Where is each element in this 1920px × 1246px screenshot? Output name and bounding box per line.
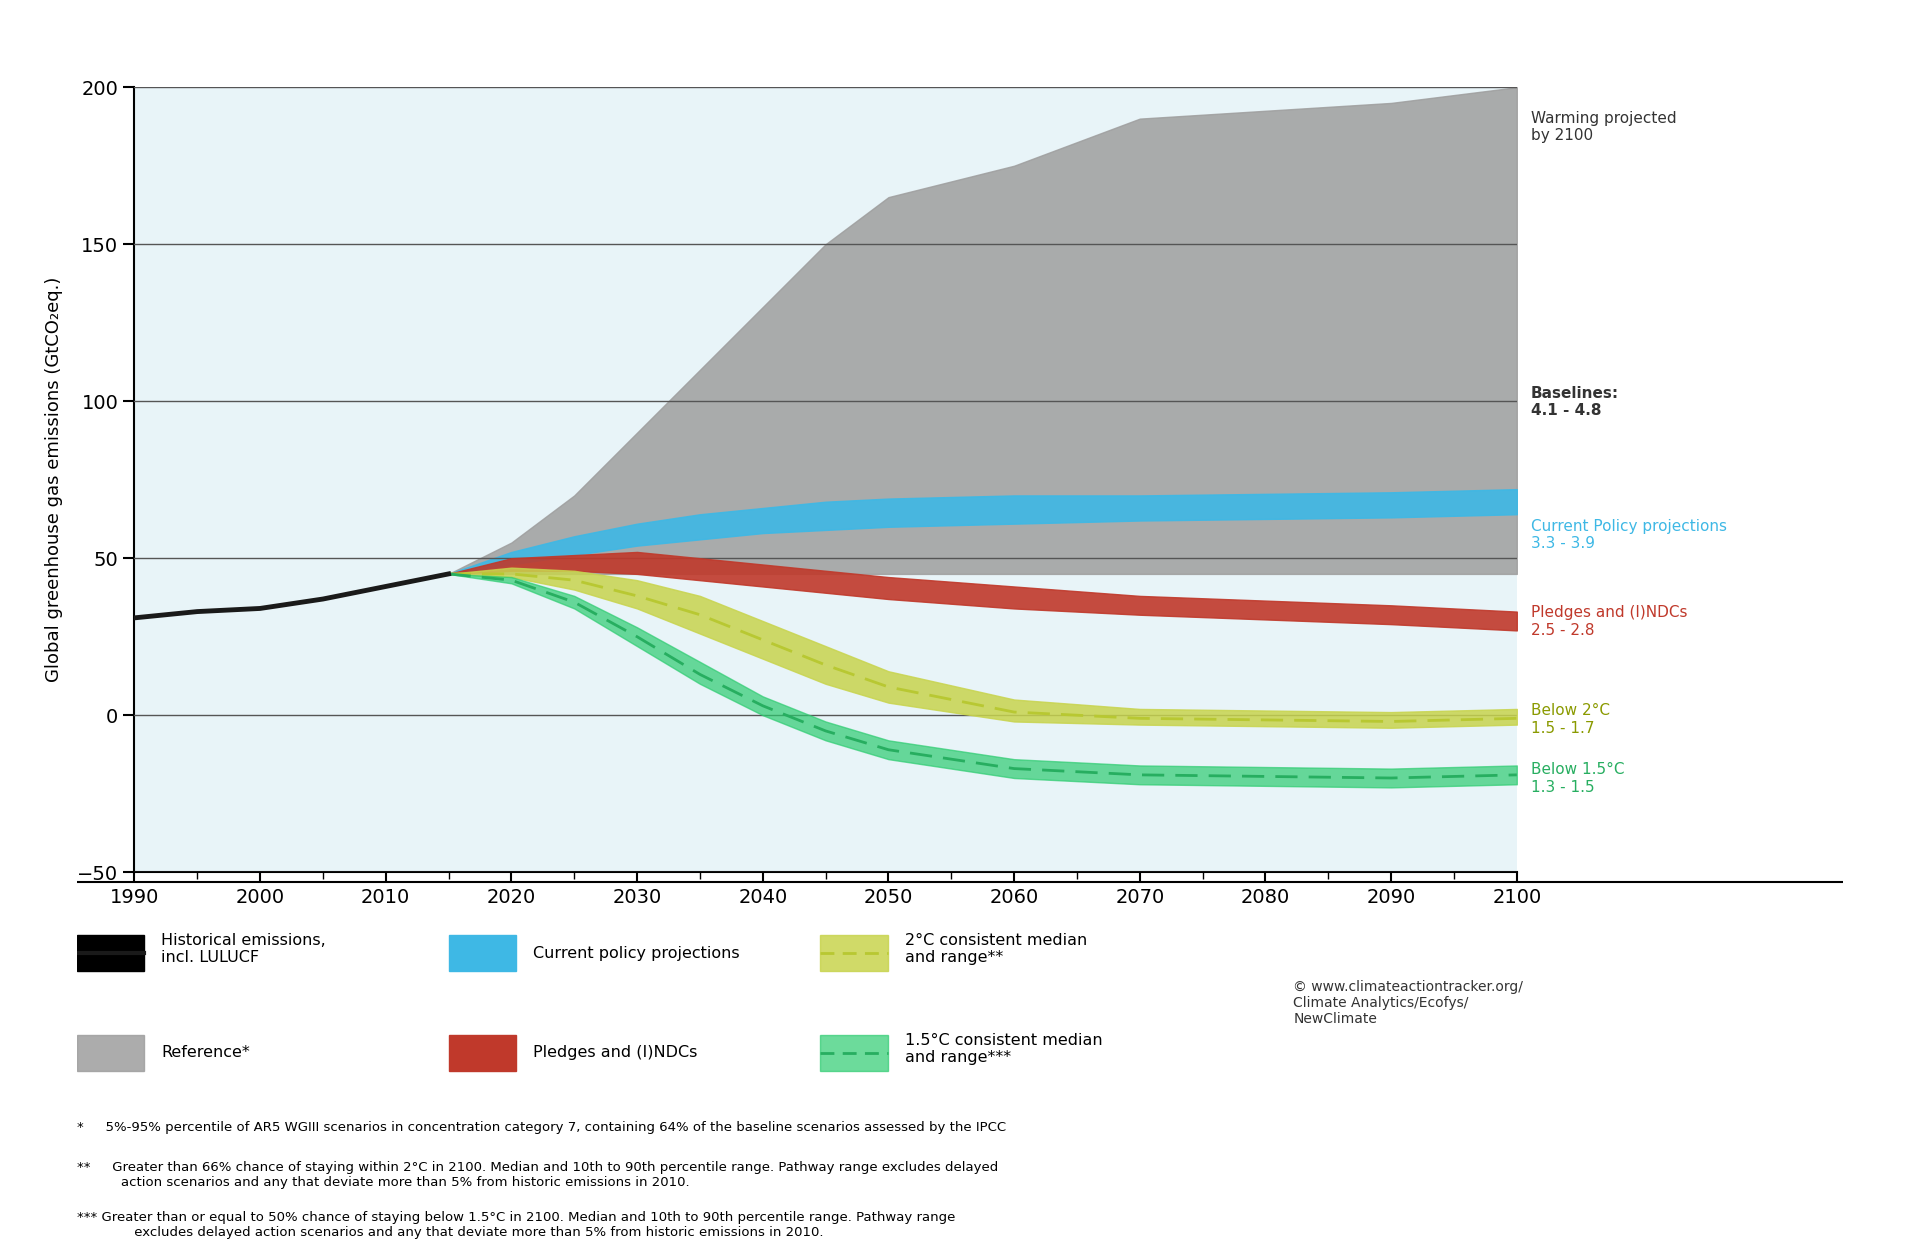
FancyBboxPatch shape [449, 936, 516, 971]
FancyBboxPatch shape [820, 936, 887, 971]
Text: Pledges and (I)NDCs
2.5 - 2.8: Pledges and (I)NDCs 2.5 - 2.8 [1530, 606, 1688, 638]
Text: **   Greater than 66% chance of staying within 2°C in 2100. Median and 10th to 9: ** Greater than 66% chance of staying wi… [77, 1161, 998, 1189]
Text: 1.5°C consistent median
and range***: 1.5°C consistent median and range*** [904, 1033, 1102, 1065]
Text: Current policy projections: Current policy projections [534, 946, 739, 961]
Text: © www.climateactiontracker.org/
Climate Analytics/Ecofys/
NewClimate: © www.climateactiontracker.org/ Climate … [1294, 979, 1523, 1027]
Text: Reference*: Reference* [161, 1045, 250, 1060]
Text: Below 1.5°C
1.3 - 1.5: Below 1.5°C 1.3 - 1.5 [1530, 763, 1624, 795]
Text: *** Greater than or equal to 50% chance of staying below 1.5°C in 2100. Median a: *** Greater than or equal to 50% chance … [77, 1211, 954, 1239]
Text: Below 2°C
1.5 - 1.7: Below 2°C 1.5 - 1.7 [1530, 704, 1609, 736]
Text: *   5%-95% percentile of AR5 WGIII scenarios in concentration category 7, contai: * 5%-95% percentile of AR5 WGIII scenari… [77, 1121, 1006, 1134]
FancyBboxPatch shape [820, 1035, 887, 1070]
Y-axis label: Global greenhouse gas emissions (GtCO₂eq.): Global greenhouse gas emissions (GtCO₂eq… [46, 277, 63, 683]
Text: Pledges and (I)NDCs: Pledges and (I)NDCs [534, 1045, 697, 1060]
Text: Historical emissions,
incl. LULUCF: Historical emissions, incl. LULUCF [161, 933, 326, 966]
FancyBboxPatch shape [77, 936, 144, 971]
FancyBboxPatch shape [77, 1035, 144, 1070]
Text: Current Policy projections
3.3 - 3.9: Current Policy projections 3.3 - 3.9 [1530, 518, 1726, 552]
Text: 2°C consistent median
and range**: 2°C consistent median and range** [904, 933, 1087, 966]
FancyBboxPatch shape [449, 1035, 516, 1070]
Text: Baselines:
4.1 - 4.8: Baselines: 4.1 - 4.8 [1530, 385, 1619, 417]
Text: Warming projected
by 2100: Warming projected by 2100 [1530, 111, 1676, 143]
